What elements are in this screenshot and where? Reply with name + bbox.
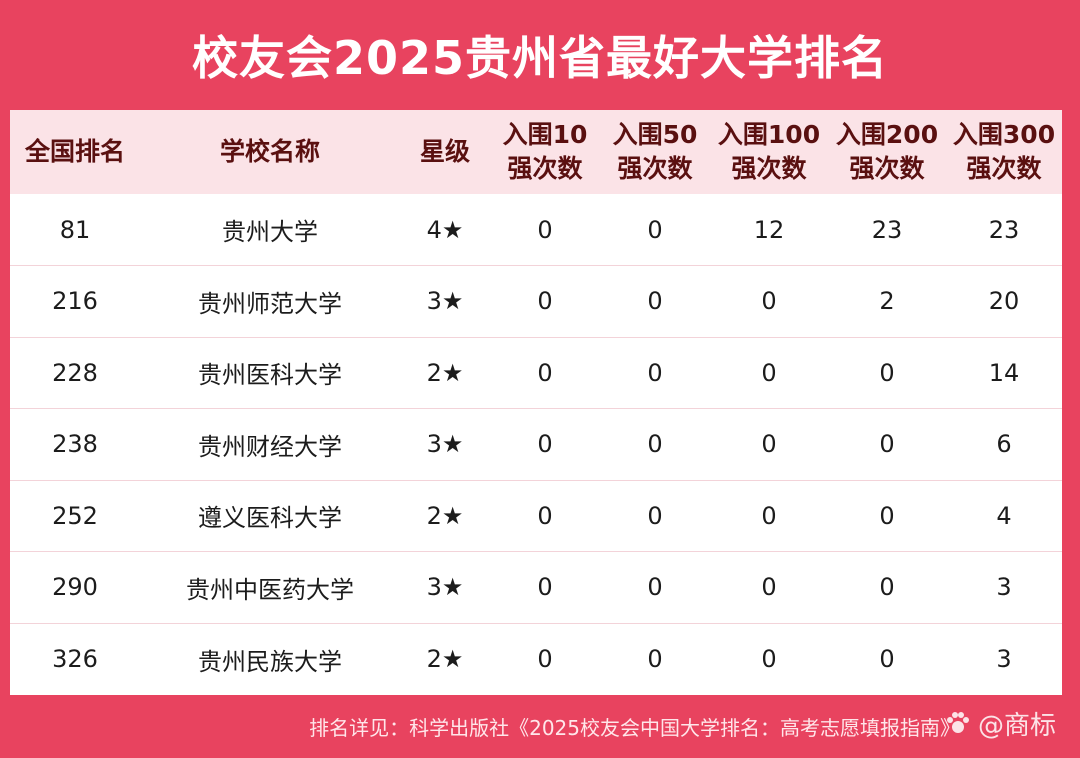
top200-cell: 0: [879, 573, 895, 602]
university-name-cell: 贵州民族大学: [198, 647, 342, 676]
page-title: 校友会2025贵州省最好大学排名: [191, 31, 889, 85]
top200-cell: 0: [879, 358, 895, 387]
top50-cell: 0: [647, 573, 663, 602]
top10-cell: 0: [537, 215, 553, 244]
table-row: 216 贵州师范大学 3★ 0 0 0 2 20: [10, 265, 1062, 338]
top200-cell: 0: [879, 430, 895, 459]
column-header-line1: 学校名称: [219, 137, 320, 166]
top100-cell: 0: [761, 573, 777, 602]
column-header: 星级: [400, 110, 490, 194]
column-header-line1: 入围50: [612, 120, 698, 149]
star-level-cell: 3★: [426, 573, 464, 602]
column-header-line1: 入围300: [952, 120, 1056, 149]
top50-cell: 0: [647, 430, 663, 459]
table-row: 326 贵州民族大学 2★ 0 0 0 0 3: [10, 623, 1062, 695]
star-level-cell: 2★: [426, 645, 464, 673]
top100-cell: 0: [761, 645, 777, 673]
table-row: 228 贵州医科大学 2★ 0 0 0 0 14: [10, 337, 1062, 409]
column-header: 学校名称: [140, 110, 400, 194]
rank-cell: 290: [52, 573, 98, 602]
column-header-line1: 全国排名: [24, 137, 125, 166]
top100-cell: 12: [753, 215, 785, 244]
rank-cell: 326: [52, 645, 98, 673]
top10-cell: 0: [537, 430, 553, 459]
top50-cell: 0: [647, 358, 663, 387]
column-header-line2: 强次数: [966, 154, 1042, 183]
rank-cell: 252: [52, 501, 98, 530]
column-header: 全国排名: [10, 110, 140, 194]
top300-cell: 3: [996, 645, 1012, 673]
top100-cell: 0: [761, 501, 777, 530]
column-header: 入围100 强次数: [710, 110, 828, 194]
top10-cell: 0: [537, 358, 553, 387]
top300-cell: 20: [988, 287, 1020, 316]
paw-icon: [946, 712, 969, 733]
column-header-line2: 强次数: [617, 154, 693, 183]
table-row: 290 贵州中医药大学 3★ 0 0 0 0 3: [10, 551, 1062, 624]
university-name-cell: 贵州中医药大学: [186, 575, 354, 604]
table-row: 252 遵义医科大学 2★ 0 0 0 0 4: [10, 480, 1062, 552]
top100-cell: 0: [761, 358, 777, 387]
top10-cell: 0: [537, 287, 553, 316]
top100-cell: 0: [761, 287, 777, 316]
top50-cell: 0: [647, 501, 663, 530]
ranking-table-container: 全国排名 学校名称 星级 入围10 强次数 入围50 强次数 入围100 强次数 入围200 强次数…: [10, 110, 1062, 695]
top300-cell: 3: [996, 573, 1012, 602]
top200-cell: 2: [879, 287, 895, 316]
footer-source-note: 排名详见：科学出版社《2025校友会中国大学排名：高考志愿填报指南》: [309, 715, 960, 740]
top300-cell: 6: [996, 430, 1012, 459]
rank-cell: 216: [52, 287, 98, 316]
column-header-line2: 强次数: [849, 154, 925, 183]
ranking-table: 全国排名 学校名称 星级 入围10 强次数 入围50 强次数 入围100 强次数 入围200 强次数…: [10, 110, 1062, 695]
top200-cell: 23: [871, 215, 903, 244]
column-header-line1: 入围10: [502, 120, 588, 149]
column-header-line2: 强次数: [507, 154, 583, 183]
star-level-cell: 2★: [426, 501, 464, 530]
top50-cell: 0: [647, 215, 663, 244]
top10-cell: 0: [537, 573, 553, 602]
column-header: 入围10 强次数: [490, 110, 600, 194]
university-name-cell: 贵州大学: [222, 218, 318, 246]
top300-cell: 4: [996, 501, 1012, 530]
top10-cell: 0: [537, 501, 553, 530]
university-name-cell: 遵义医科大学: [198, 504, 342, 533]
rank-cell: 81: [59, 215, 91, 244]
column-header-line1: 星级: [419, 137, 470, 166]
top200-cell: 0: [879, 645, 895, 673]
table-row: 81 贵州大学 4★ 0 0 12 23 23: [10, 194, 1062, 266]
top10-cell: 0: [537, 645, 553, 673]
university-name-cell: 贵州师范大学: [198, 289, 342, 318]
top200-cell: 0: [879, 501, 895, 530]
star-level-cell: 3★: [426, 287, 464, 316]
column-header: 入围200 强次数: [828, 110, 946, 194]
top300-cell: 23: [988, 215, 1020, 244]
top100-cell: 0: [761, 430, 777, 459]
star-level-cell: 3★: [426, 430, 464, 459]
rank-cell: 238: [52, 430, 98, 459]
table-row: 238 贵州财经大学 3★ 0 0 0 0 6: [10, 408, 1062, 481]
column-header: 入围50 强次数: [600, 110, 710, 194]
top50-cell: 0: [647, 287, 663, 316]
column-header-line1: 入围100: [717, 120, 821, 149]
watermark: @商标: [944, 703, 1056, 743]
star-level-cell: 2★: [426, 358, 464, 387]
table-body: 81 贵州大学 4★ 0 0 12 23 23 216 贵州师范大学 3★ 0 0 0 2 20 228 贵州医科…: [10, 194, 1062, 695]
column-header-line1: 入围200: [835, 120, 939, 149]
column-header: 入围300 强次数: [946, 110, 1062, 194]
university-name-cell: 贵州财经大学: [198, 432, 342, 461]
watermark-text: @商标: [977, 710, 1056, 741]
university-name-cell: 贵州医科大学: [198, 361, 342, 390]
column-header-line2: 强次数: [731, 154, 807, 183]
top300-cell: 14: [988, 358, 1020, 387]
rank-cell: 228: [52, 358, 98, 387]
table-header-row: 全国排名 学校名称 星级 入围10 强次数 入围50 强次数 入围100 强次数 入围200 强次数…: [10, 110, 1062, 194]
star-level-cell: 4★: [426, 215, 464, 244]
top50-cell: 0: [647, 645, 663, 673]
